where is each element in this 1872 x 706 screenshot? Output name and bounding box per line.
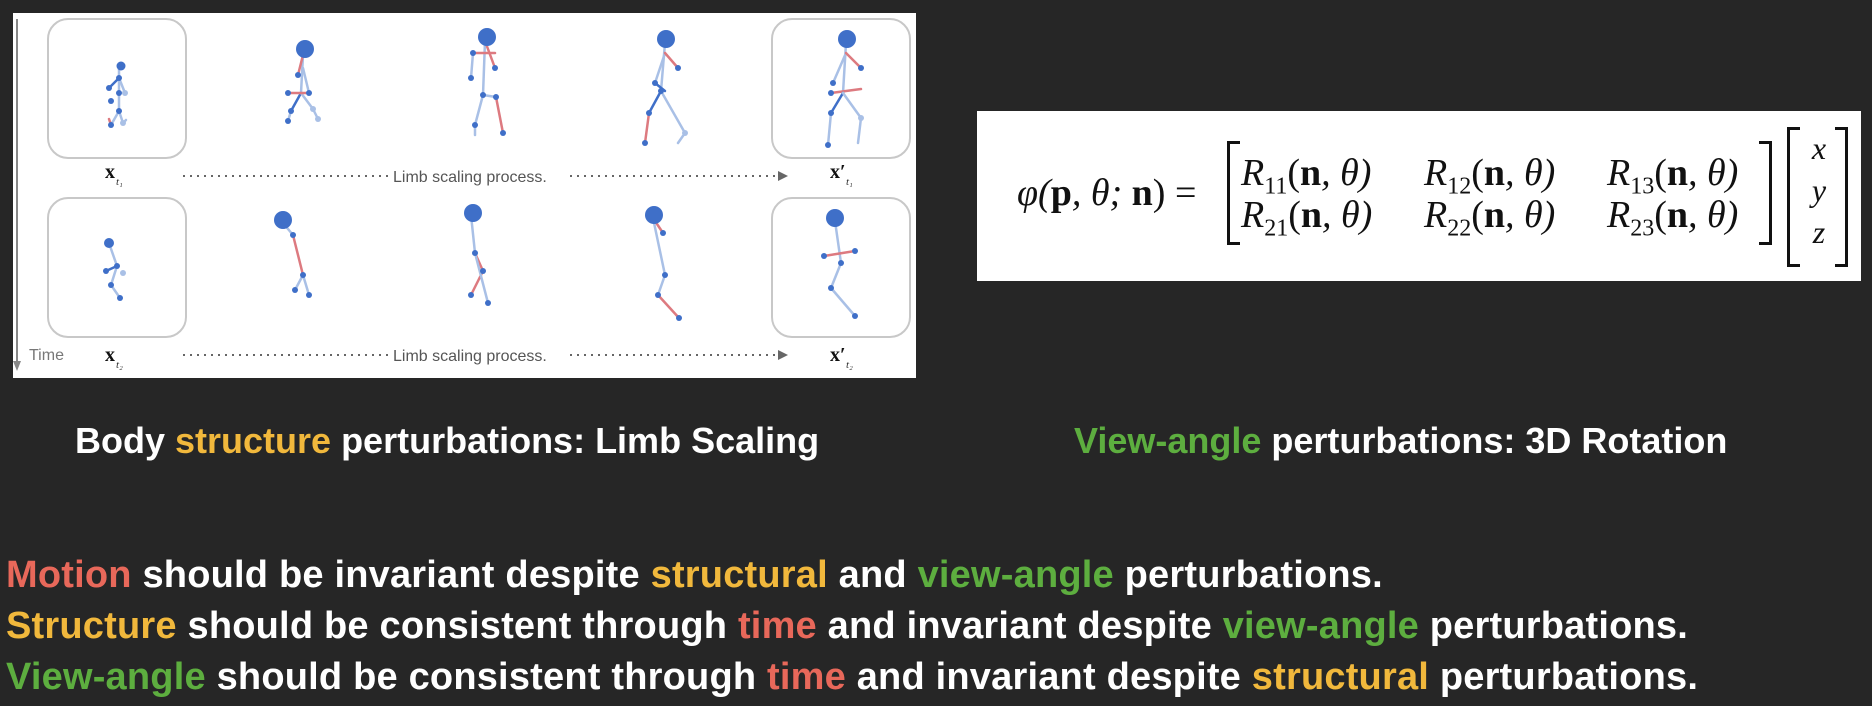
skeleton-row1-3 — [468, 28, 506, 137]
frame-box-end-row1 — [771, 18, 911, 159]
row2-end-subscript: t₂ — [846, 359, 853, 371]
row2-start-subscript: t₂ — [116, 359, 123, 371]
skeleton-row2-1 — [103, 238, 126, 301]
skeleton-row2-4 — [645, 206, 682, 321]
limb-scaling-figure: Time x t₁ Limb scaling process. x′ t₁ x … — [13, 13, 916, 378]
row1-process-label: Limb scaling process. — [393, 169, 547, 186]
row1-arrowhead — [778, 171, 788, 181]
frame-box-start-row1 — [47, 18, 187, 159]
row1-end-symbol: x′ — [830, 161, 846, 183]
statement-structure: Structure should be consistent through t… — [6, 605, 1689, 647]
matrix-r13: R13(n, θ) — [1607, 152, 1739, 200]
vector-y: y — [1811, 172, 1827, 208]
vector-x: x — [1811, 130, 1827, 166]
frame-box-end-row2 — [771, 197, 911, 338]
row1-end-subscript: t₁ — [846, 176, 853, 188]
figure-canvas: Time x t₁ Limb scaling process. x′ t₁ x … — [13, 18, 911, 371]
row2-process-label: Limb scaling process. — [393, 348, 547, 365]
row2-start-symbol: x — [105, 344, 115, 366]
vector-left-bracket — [1787, 127, 1800, 267]
row2-arrowhead — [778, 350, 788, 360]
rotation-formula: φ(p, θ; n) = R11(n, θ) R12(n, θ) R13(n, … — [977, 111, 1861, 281]
time-axis-arrowhead — [13, 361, 21, 371]
caption-3d-rotation: View-angle perturbations: 3D Rotation — [1074, 420, 1728, 461]
matrix-r23: R23(n, θ) — [1607, 194, 1739, 242]
row2-end-symbol: x′ — [830, 344, 846, 366]
statement-motion: Motion should be invariant despite struc… — [6, 554, 1383, 596]
statement-view-angle: View-angle should be consistent through … — [6, 656, 1699, 698]
matrix-right-bracket — [1759, 141, 1772, 245]
skeleton-row1-1 — [106, 61, 128, 128]
row1-start-subscript: t₁ — [116, 176, 123, 188]
vector-xyz: x y z — [1805, 127, 1833, 253]
skeleton-row2-2 — [274, 211, 312, 298]
matrix-left-bracket — [1227, 141, 1240, 245]
matrix-r11: R11(n, θ) — [1241, 152, 1372, 200]
time-label: Time — [29, 347, 64, 364]
vector-z: z — [1812, 214, 1826, 250]
skeleton-row1-4 — [642, 30, 688, 146]
frame-box-start-row2 — [47, 197, 187, 338]
caption-limb-scaling: Body structure perturbations: Limb Scali… — [75, 420, 820, 461]
skeleton-row1-2 — [285, 40, 321, 124]
skeleton-row1-5 — [825, 30, 864, 148]
matrix-r12: R12(n, θ) — [1424, 152, 1556, 200]
skeleton-row2-5 — [821, 209, 858, 319]
row1-start-symbol: x — [105, 161, 115, 183]
matrix-r22: R22(n, θ) — [1424, 194, 1556, 242]
matrix-r21: R21(n, θ) — [1241, 194, 1373, 242]
formula-lhs: φ(p, θ; n) = — [1017, 172, 1197, 214]
vector-right-bracket — [1835, 127, 1848, 267]
skeleton-row2-3 — [464, 204, 491, 306]
